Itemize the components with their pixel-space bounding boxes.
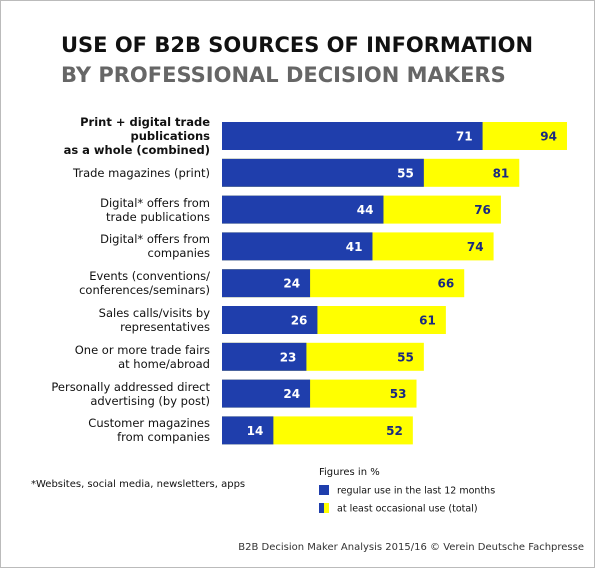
value-label: 74 — [467, 240, 484, 254]
bar — [222, 158, 424, 187]
source: B2B Decision Maker Analysis 2015/16 © Ve… — [238, 542, 584, 553]
value-label: 55 — [397, 350, 414, 364]
value-label: 14 — [247, 424, 264, 438]
value-label: 26 — [291, 314, 308, 328]
value-label: 44 — [357, 203, 374, 217]
footnote: *Websites, social media, newsletters, ap… — [31, 479, 245, 490]
legend-title: Figures in % — [319, 467, 380, 478]
chart-subtitle: BY PROFESSIONAL DECISION MAKERS — [61, 63, 506, 87]
legend-label: at least occasional use (total) — [337, 504, 478, 515]
legend-label: regular use in the last 12 months — [337, 486, 495, 497]
bar — [222, 306, 318, 334]
value-label: 41 — [346, 240, 363, 254]
value-label: 55 — [397, 166, 414, 180]
legend-swatch — [324, 503, 329, 513]
value-label: 23 — [280, 350, 297, 364]
value-label: 66 — [438, 277, 455, 291]
value-label: 76 — [474, 203, 491, 217]
bar — [222, 416, 274, 445]
bar — [222, 232, 373, 261]
category-label: Print + digital trade publications as a … — [63, 115, 210, 157]
value-label: 61 — [419, 314, 436, 328]
chart-title: USE OF B2B SOURCES OF INFORMATION — [61, 33, 533, 57]
bar — [222, 269, 311, 298]
category-label: One or more trade fairs at home/abroad — [74, 342, 210, 371]
legend-swatch — [319, 485, 329, 495]
category-label: Personally addressed direct advertising … — [51, 379, 210, 408]
category-label: Digital* offers from companies — [100, 232, 210, 261]
value-label: 81 — [493, 166, 510, 180]
category-label: Events (conventions/ conferences/seminar… — [79, 269, 210, 298]
value-label: 53 — [390, 387, 407, 401]
legend-swatch — [319, 503, 324, 513]
category-label: Trade magazines (print) — [73, 165, 210, 180]
value-label: 52 — [386, 424, 403, 438]
value-label: 24 — [283, 387, 300, 401]
bar — [222, 379, 311, 408]
value-label: 71 — [456, 130, 473, 144]
category-label: Sales calls/visits by representatives — [98, 306, 210, 334]
category-label: Digital* offers from trade publications — [100, 195, 210, 224]
bar — [222, 195, 384, 224]
category-label: Customer magazines from companies — [88, 416, 210, 445]
value-label: 24 — [283, 277, 300, 291]
value-label: 94 — [540, 130, 557, 144]
bar — [222, 342, 307, 371]
bar — [222, 122, 483, 150]
